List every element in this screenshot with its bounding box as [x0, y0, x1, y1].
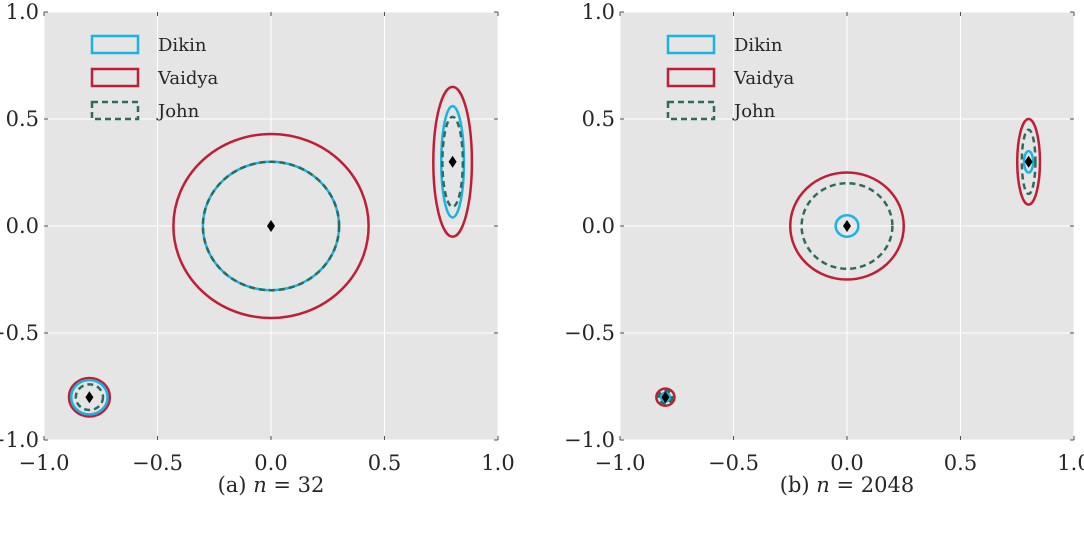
- panel-b-ytick-label-0: −1.0: [564, 428, 615, 452]
- panel-a-john-ellipse-1: [441, 115, 465, 208]
- panel-b-legend-label-john: John: [732, 101, 776, 122]
- panel-b-legend-label-dikin: Dikin: [734, 35, 783, 56]
- panel-a-legend-label-john: John: [156, 101, 200, 122]
- panel-a-ytick-label-3: 0.5: [6, 107, 39, 131]
- panel-b-legend-swatch-john: [666, 100, 716, 121]
- panel-b-vaidya-ellipse-0: [789, 171, 905, 281]
- panel-b-ytick-label-4: 1.0: [582, 0, 615, 24]
- panel-b-legend-swatch-vaidya: [666, 67, 716, 88]
- panel-a-ytick-label-1: −0.5: [0, 321, 39, 345]
- panel-b-caption-value: = 2048: [830, 473, 914, 497]
- panel-a-caption: (a) n = 32: [218, 473, 325, 497]
- panel-b-center-marker-0: [843, 220, 851, 232]
- panel-a-caption-variable: n: [253, 473, 267, 497]
- panel-b-caption: (b) n = 2048: [780, 473, 914, 497]
- panel-b-ytick-label-2: 0.0: [582, 214, 615, 238]
- panel-a-center-marker-0: [267, 220, 275, 232]
- panel-a-vaidya-ellipse-1: [432, 85, 474, 238]
- panel-a-center-marker-1: [448, 155, 457, 168]
- panel-b-xtick-label-1: −0.5: [708, 451, 759, 475]
- panel-a-xtick-label-1: −0.5: [132, 451, 183, 475]
- panel-a-ytick-label-0: −1.0: [0, 428, 39, 452]
- panel-a-legend-label-vaidya: Vaidya: [157, 68, 219, 89]
- panel-a-xtick-label-0: −1.0: [19, 451, 70, 475]
- panel-a-xtick-label-4: 1.0: [481, 451, 514, 475]
- panel-a-legend-swatch-john: [90, 100, 140, 121]
- panel-a-dikin-ellipse-2: [69, 378, 109, 416]
- panel-b-vaidya-ellipse-1: [1016, 117, 1042, 206]
- panel-a-john-ellipse-2: [74, 383, 105, 412]
- panel-a: −1.0 −0.5 0.0 0.5 1.0 −1.0 −0.5 0.0 0.5 1.0 Dikin V…: [0, 0, 515, 497]
- panel-a-legend-swatch-dikin: [90, 34, 140, 55]
- panel-b-ytick-label-3: 0.5: [582, 107, 615, 131]
- panel-b-john-ellipse-1: [1020, 128, 1037, 196]
- panel-a-xtick-label-3: 0.5: [368, 451, 401, 475]
- panel-b-center-marker-2: [661, 391, 670, 404]
- panel-a-xtick-label-2: 0.0: [254, 451, 287, 475]
- panel-b-xtick-label-0: −1.0: [595, 451, 646, 475]
- panel-a-caption-value: = 32: [267, 473, 325, 497]
- panel-a-john-ellipse-0: [201, 160, 341, 292]
- panel-a-vaidya-ellipse-0: [172, 132, 370, 320]
- panel-b-center-marker-1: [1024, 155, 1033, 168]
- panel-b-xtick-label-3: 0.5: [944, 451, 977, 475]
- panel-b-ytick-label-1: −0.5: [564, 321, 615, 345]
- panel-b-caption-variable: n: [816, 473, 830, 497]
- panel-b-vaidya-ellipse-2: [655, 387, 676, 408]
- panel-a-center-marker-2: [85, 391, 94, 404]
- panel-b-john-ellipse-0: [800, 181, 894, 271]
- panel-b-caption-label: (b): [780, 473, 817, 497]
- panel-b-john-ellipse-2: [657, 389, 674, 405]
- panel-b: −1.0 −0.5 0.0 0.5 1.0 −1.0 −0.5 0.0 0.5 1.0 Dikin V…: [564, 0, 1084, 497]
- panel-a-legend-label-dikin: Dikin: [158, 35, 207, 56]
- panel-b-dikin-ellipse-0: [834, 214, 860, 238]
- panel-b-xtick-label-4: 1.0: [1057, 451, 1084, 475]
- panel-a-legend-swatch-vaidya: [90, 67, 140, 88]
- panel-b-xtick-label-2: 0.0: [830, 451, 863, 475]
- panel-b-legend-swatch-dikin: [666, 34, 716, 55]
- panel-b-dikin-ellipse-1: [1022, 149, 1035, 174]
- panel-b-legend-label-vaidya: Vaidya: [733, 68, 795, 89]
- panel-a-vaidya-ellipse-2: [67, 376, 112, 418]
- panel-a-ytick-label-2: 0.0: [6, 214, 39, 238]
- panel-a-ytick-label-4: 1.0: [6, 0, 39, 24]
- panel-a-caption-label: (a): [218, 473, 254, 497]
